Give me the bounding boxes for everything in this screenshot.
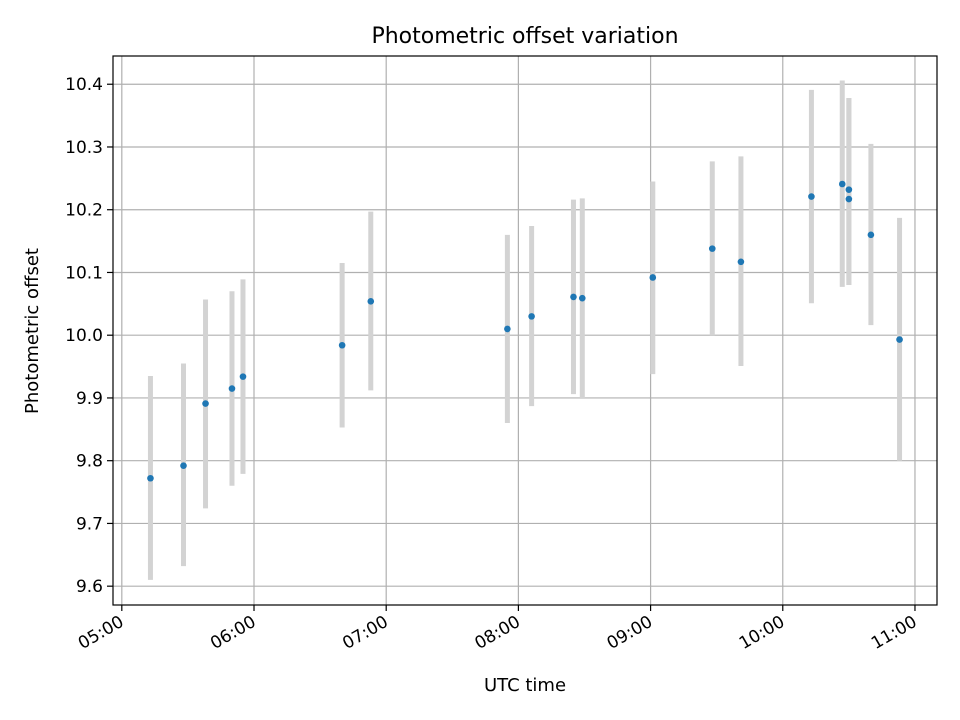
data-point <box>228 385 236 392</box>
data-point <box>570 293 577 301</box>
y-tick-label: 10.2 <box>65 201 103 221</box>
chart-title: Photometric offset variation <box>371 24 678 49</box>
y-tick-label: 10.3 <box>65 138 103 158</box>
y-tick-label: 9.6 <box>76 577 103 597</box>
data-point <box>367 298 375 305</box>
x-axis-label: UTC time <box>484 675 566 696</box>
data-point <box>838 180 846 188</box>
data-point <box>147 474 154 482</box>
x-tick-label: 09:00 <box>604 612 656 654</box>
x-tick-label: 08:00 <box>471 612 523 654</box>
y-tick-label: 10.0 <box>65 326 103 346</box>
x-tick-label: 06:00 <box>207 612 259 654</box>
data-point <box>578 294 586 302</box>
x-tick-label: 07:00 <box>339 612 391 654</box>
data-point <box>239 373 247 380</box>
data-point <box>202 400 209 407</box>
point-layer <box>147 180 903 482</box>
plot-frame <box>112 55 938 606</box>
data-point <box>180 462 187 470</box>
data-point <box>896 336 903 343</box>
data-point <box>708 245 716 252</box>
data-point <box>504 325 511 333</box>
data-point <box>649 274 657 281</box>
y-tick-label: 10.1 <box>65 263 103 283</box>
y-tick-label: 9.8 <box>76 452 103 472</box>
data-point <box>808 193 815 200</box>
errorbar-layer <box>147 80 903 580</box>
data-point <box>338 341 346 349</box>
data-point <box>867 231 875 239</box>
x-tick-label: 11:00 <box>868 612 920 654</box>
tick-layer: 9.6 9.7 9.8 9.9 10.0 10.1 10.2 10.3 10.4 05:00 06:… <box>65 75 920 654</box>
x-tick-label: 10:00 <box>736 612 788 654</box>
y-tick-label: 10.4 <box>65 75 103 95</box>
y-tick-label: 9.9 <box>76 389 103 409</box>
y-tick-label: 9.7 <box>76 514 103 534</box>
data-point <box>528 313 535 320</box>
data-point <box>845 195 853 203</box>
data-point <box>845 186 853 193</box>
x-tick-label: 05:00 <box>75 612 127 654</box>
y-axis-label: Photometric offset <box>22 248 43 414</box>
data-point <box>737 258 745 266</box>
